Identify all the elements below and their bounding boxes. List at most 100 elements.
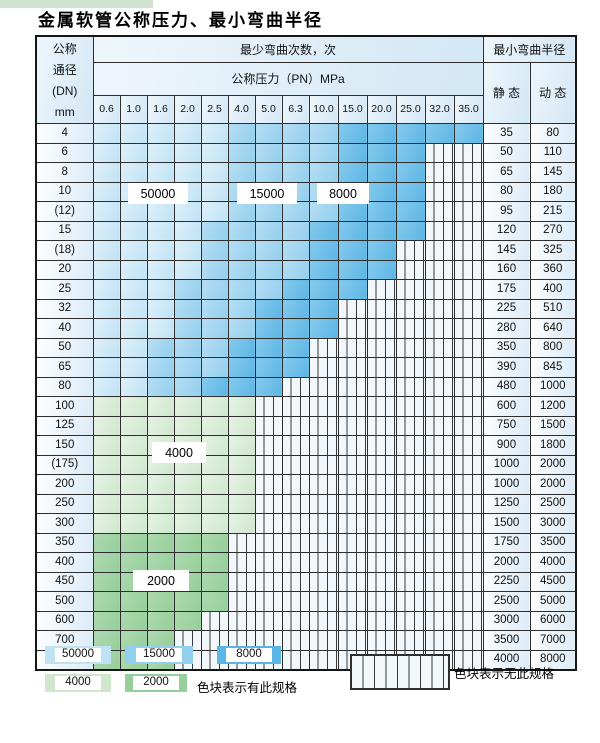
spec-cell [92, 357, 121, 378]
table-row: 6 50 110 [35, 142, 577, 163]
spec-cell [119, 415, 148, 436]
spec-cell [119, 591, 148, 612]
spec-cell [200, 591, 229, 612]
spec-cell [200, 571, 229, 592]
spec-cell [227, 376, 256, 397]
spec-cell [308, 279, 339, 300]
dynamic-radius-cell: 2500 [529, 493, 577, 514]
spec-cell [146, 396, 175, 417]
spec-cell [424, 162, 455, 183]
spec-cell [337, 493, 368, 514]
static-radius-cell: 80 [482, 181, 531, 202]
header-dn-line: mm [54, 104, 75, 119]
table-row: 350 1750 3500 [35, 532, 577, 553]
spec-cell [424, 240, 455, 261]
legend-hatch-box [350, 654, 450, 690]
dynamic-radius-cell: 4000 [529, 552, 577, 573]
spec-cell [453, 376, 484, 397]
spec-cell [200, 279, 229, 300]
spec-cell [366, 298, 397, 319]
static-radius-cell: 1500 [482, 513, 531, 534]
spec-cell [119, 123, 148, 144]
spec-cell [92, 259, 121, 280]
spec-cell [254, 610, 283, 631]
spec-cell [308, 591, 339, 612]
spec-cell [173, 396, 202, 417]
spec-cell [254, 435, 283, 456]
spec-cell [146, 337, 175, 358]
dn-cell: 80 [35, 376, 94, 397]
static-radius-cell: 2000 [482, 552, 531, 573]
spec-cell [227, 142, 256, 163]
spec-cell [92, 376, 121, 397]
spec-cell [395, 571, 426, 592]
table-head: 公称 通径 (DN) mm 最少弯曲次数，次 最小弯曲半径 公称压力（PN）MP… [35, 35, 577, 124]
spec-cell [200, 259, 229, 280]
table-row: 400 2000 4000 [35, 552, 577, 573]
spec-cell [254, 513, 283, 534]
spec-cell [119, 474, 148, 495]
spec-cell [146, 532, 175, 553]
table-row: 300 1500 3000 [35, 513, 577, 534]
dynamic-radius-cell: 1000 [529, 376, 577, 397]
spec-cell [337, 337, 368, 358]
dn-cell: 125 [35, 415, 94, 436]
cycle-label-50000: 50000 [128, 183, 188, 204]
spec-cell [119, 279, 148, 300]
dynamic-radius-cell: 510 [529, 298, 577, 319]
spec-cell [119, 376, 148, 397]
static-radius-cell: 35 [482, 123, 531, 144]
spec-cell [173, 123, 202, 144]
spec-cell [395, 298, 426, 319]
spec-cell [395, 162, 426, 183]
spec-cell [395, 396, 426, 417]
spec-cell [200, 220, 229, 241]
legend-no-spec-text: 色块表示无此规格 [454, 667, 555, 681]
spec-cell [453, 240, 484, 261]
spec-cell [92, 279, 121, 300]
spec-cell [395, 240, 426, 261]
spec-cell [119, 532, 148, 553]
spec-cell [424, 493, 455, 514]
spec-cell [227, 474, 256, 495]
spec-cell [92, 123, 121, 144]
static-radius-cell: 3500 [482, 630, 531, 651]
dn-cell: 600 [35, 610, 94, 631]
spec-cell [308, 571, 339, 592]
spec-cell [254, 474, 283, 495]
spec-cell [92, 220, 121, 241]
dn-cell: 450 [35, 571, 94, 592]
dn-cell: (18) [35, 240, 94, 261]
spec-cell [200, 201, 229, 222]
hose-spec-table: 公称 通径 (DN) mm 最少弯曲次数，次 最小弯曲半径 公称压力（PN）MP… [35, 35, 577, 671]
spec-cell [254, 279, 283, 300]
spec-cell [453, 454, 484, 475]
spec-cell [146, 259, 175, 280]
dn-cell: 250 [35, 493, 94, 514]
spec-cell [453, 279, 484, 300]
dynamic-radius-cell: 110 [529, 142, 577, 163]
table-row: 40 280 640 [35, 318, 577, 339]
spec-cell [453, 318, 484, 339]
spec-cell [395, 591, 426, 612]
dynamic-radius-cell: 270 [529, 220, 577, 241]
spec-cell [92, 298, 121, 319]
spec-cell [92, 532, 121, 553]
spec-cell [424, 474, 455, 495]
header-dynamic: 动 态 [529, 62, 577, 124]
legend-swatch-label: 4000 [55, 676, 101, 690]
dn-cell: 15 [35, 220, 94, 241]
spec-cell [453, 610, 484, 631]
spec-cell [173, 415, 202, 436]
spec-cell [119, 318, 148, 339]
spec-cell [395, 337, 426, 358]
spec-cell [173, 610, 202, 631]
spec-cell [337, 630, 368, 651]
spec-cell [254, 337, 283, 358]
header-dn: 公称 通径 (DN) mm [35, 35, 94, 124]
spec-cell [308, 415, 339, 436]
spec-cell [366, 376, 397, 397]
spec-cell [281, 259, 310, 280]
static-radius-cell: 900 [482, 435, 531, 456]
spec-cell [200, 552, 229, 573]
